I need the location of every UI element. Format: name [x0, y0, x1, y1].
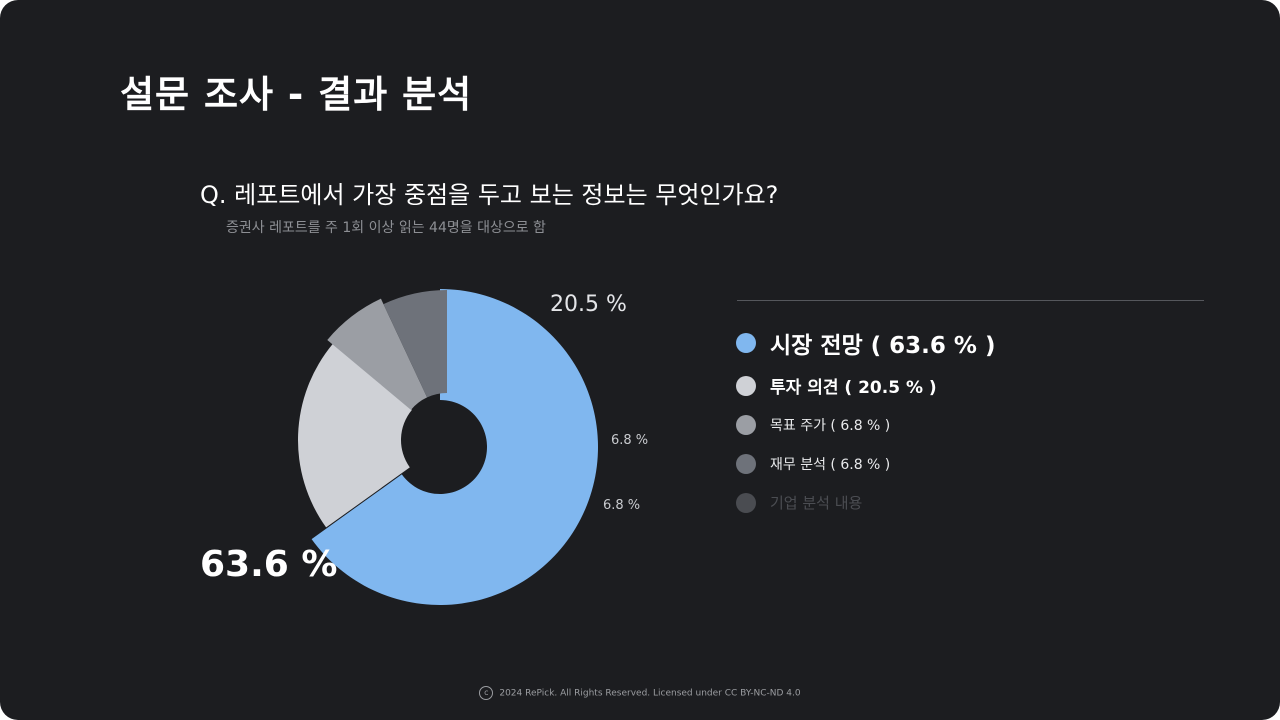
slice-value-label: 63.6 % — [200, 544, 337, 585]
slice-value-label: 20.5 % — [550, 292, 627, 317]
legend-item: 재무 분석 ( 6.8 % ) — [736, 454, 890, 474]
pie-slice-1 — [311, 289, 599, 605]
slice-value-label: 6.8 % — [611, 433, 648, 448]
survey-subtitle: 증권사 레포트를 주 1회 이상 읽는 44명을 대상으로 함 — [226, 220, 546, 236]
legend-label: 시장 전망 ( 63.6 % ) — [770, 333, 996, 359]
legend-color-dot — [736, 333, 756, 353]
page-title: 설문 조사 - 결과 분석 — [120, 73, 473, 116]
legend-item: 투자 의견 ( 20.5 % ) — [736, 373, 937, 398]
legend-color-dot — [736, 492, 756, 513]
legend-label: 기업 분석 내용 — [770, 494, 863, 512]
legend-color-dot — [736, 375, 756, 396]
legend-item: 시장 전망 ( 63.6 % ) — [736, 326, 996, 360]
legend-color-dot — [736, 415, 756, 435]
legend-item: 기업 분석 내용 — [736, 492, 862, 513]
footer-text: 2024 RePick. All Rights Reserved. Licens… — [499, 688, 801, 699]
legend-item: 목표 주가 ( 6.8 % ) — [736, 415, 890, 435]
legend-label: 투자 의견 ( 20.5 % ) — [770, 378, 937, 398]
legend-divider — [737, 300, 1204, 301]
footer: c 2024 RePick. All Rights Reserved. Licen… — [0, 686, 1280, 700]
pie-slice-3 — [327, 298, 428, 410]
slice-value-label: 6.8 % — [603, 498, 640, 513]
copyright-icon: c — [479, 686, 494, 700]
legend-label: 목표 주가 ( 6.8 % ) — [770, 418, 891, 434]
pie-slice-2 — [297, 343, 412, 528]
legend-color-dot — [736, 454, 756, 474]
survey-question: Q. 레포트에서 가장 중점을 두고 보는 정보는 무엇인가요? — [200, 181, 779, 209]
legend-label: 재무 분석 ( 6.8 % ) — [770, 457, 891, 473]
pie-slice-4 — [383, 290, 447, 398]
